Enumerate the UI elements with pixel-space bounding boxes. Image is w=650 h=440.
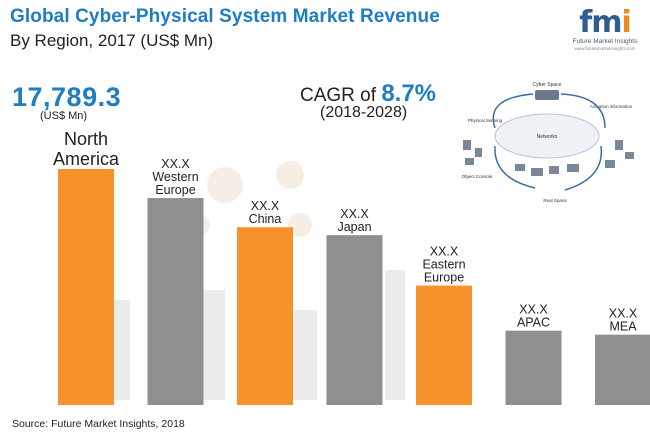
logo-url: www.futuremarketinsights.com — [574, 46, 636, 51]
arrow-up-right — [560, 93, 606, 129]
chart-subtitle: By Region, 2017 (US$ Mn) — [10, 31, 214, 50]
category-label: Europe — [424, 271, 464, 285]
bar-western-europe — [147, 198, 204, 405]
device-icon — [605, 160, 615, 168]
bar-value-label: XX.X — [161, 157, 190, 171]
bar-north-america — [58, 169, 114, 405]
logo-mark-i: i — [621, 5, 632, 40]
device-icon — [465, 158, 474, 165]
diagram-real-space: Real Space — [543, 198, 567, 203]
diagram-cyber-space: Cyber Space — [533, 82, 562, 88]
category-label: Japan — [337, 220, 371, 234]
arrow-up-left — [492, 93, 534, 129]
category-label: MEA — [609, 320, 637, 334]
cagr-value: 8.7% — [381, 80, 437, 107]
device-icon — [463, 140, 471, 150]
cagr-prefix: CAGR of — [300, 85, 377, 106]
server-icon — [535, 90, 559, 100]
bar-value-label: XX.X — [519, 303, 548, 317]
diagram-physical-sensing: Physical Sensing — [468, 118, 503, 123]
bar-mea — [595, 334, 650, 405]
car-icon — [531, 168, 543, 176]
category-label: North — [64, 129, 108, 149]
device-icon — [615, 140, 623, 150]
car-icon — [567, 164, 579, 172]
category-label: America — [53, 149, 120, 169]
bar-eastern-europe — [416, 285, 472, 405]
category-label: Eastern — [422, 258, 465, 272]
arrow-down-left — [494, 145, 536, 189]
device-icon — [549, 166, 559, 174]
arrow-down-right — [564, 145, 603, 191]
category-label: Western — [152, 170, 198, 184]
category-label: China — [249, 212, 282, 226]
source-note: Source: Future Market Insights, 2018 — [12, 418, 185, 430]
bar-value-label: XX.X — [430, 245, 459, 259]
bar-value-label: XX.X — [251, 199, 280, 213]
diagram-actuation: Actuation information — [590, 104, 633, 109]
category-label: APAC — [517, 316, 550, 330]
device-icon — [475, 148, 482, 157]
device-icon — [515, 164, 525, 171]
category-label: Europe — [155, 183, 195, 197]
logo-mark: fmi — [568, 8, 642, 38]
diagram-networks: Networks — [537, 134, 558, 140]
bar-china — [237, 227, 293, 405]
device-icon — [625, 152, 634, 159]
chart-title: Global Cyber-Physical System Market Reve… — [10, 6, 440, 27]
cagr-period: (2018-2028) — [320, 104, 408, 121]
bar-value-label: XX.X — [609, 307, 638, 321]
diagram-object-console: Object Console — [462, 174, 493, 179]
cps-diagram: Cyber Space Networks Physical Sensing Ac… — [462, 82, 634, 203]
highlight-unit: (US$ Mn) — [40, 110, 88, 122]
logo-text: Future Market Insights — [572, 38, 638, 45]
logo-mark-left: fm — [579, 5, 622, 40]
cagr-label: CAGR of 8.7% — [300, 80, 436, 108]
company-logo: fmi Future Market Insights www.futuremar… — [568, 8, 642, 52]
bar-japan — [326, 235, 383, 405]
highlight-value: 17,789.3 — [12, 82, 122, 112]
bar-apac — [505, 330, 562, 405]
bar-value-label: XX.X — [340, 207, 369, 221]
